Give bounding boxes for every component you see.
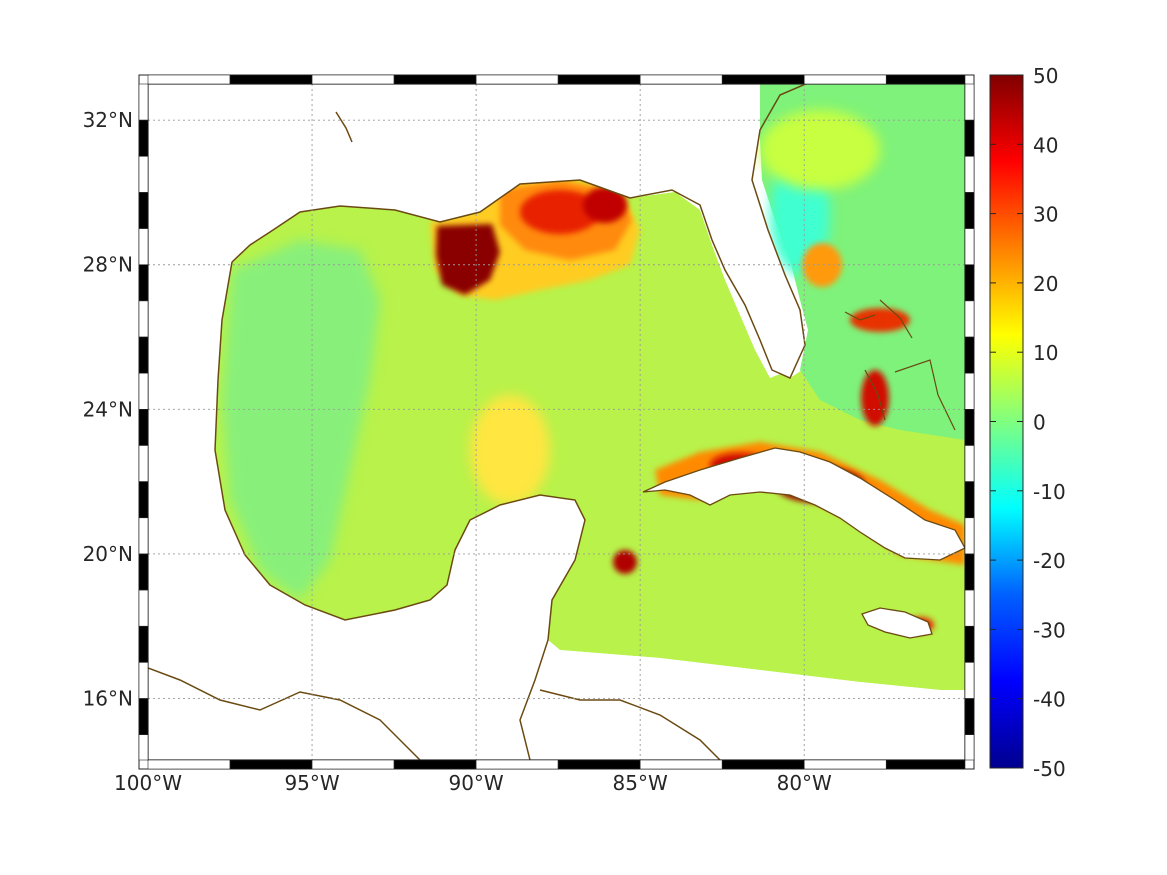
frame-segment [138,662,149,699]
jamaica-land [861,607,933,639]
lon-tick-label: 100°W [114,771,182,795]
lon-tick-label: 80°W [777,771,832,795]
frame-segment [803,74,887,85]
data-field [148,84,965,760]
frame-segment [964,589,975,627]
frame-segment [138,336,149,374]
colorbar-tick-label: 30 [1033,203,1058,227]
frame-segment [393,759,477,770]
colorbar-tick-label: -50 [1033,757,1066,781]
frame-segment [721,759,805,770]
lat-tick-label: 20°N [83,542,133,566]
frame-segment [138,119,149,157]
frame-segment [229,759,313,770]
frame-segment [138,409,149,446]
frame-segment [138,445,149,482]
frame-segment [557,74,641,85]
frame-segment [964,192,975,229]
mississippi-delta-hotspot [436,224,500,295]
frame-segment [138,300,149,338]
frame-segment [311,74,395,85]
colorbar-tick-label: 50 [1033,64,1058,88]
western-gulf-cool [222,240,380,600]
frame-segment [138,481,149,519]
lat-tick-label: 24°N [83,397,133,421]
frame-segment [557,759,641,770]
frame-segment [964,228,975,266]
frame-segment [964,481,975,519]
frame-segment [964,300,975,338]
frame-segment [964,409,975,446]
colorbar-tick-label: -10 [1033,480,1066,504]
frame-segment [964,264,975,302]
colorbar-tick-label: -20 [1033,549,1066,573]
frame-segment [964,517,975,555]
colorbar-tick-label: 20 [1033,272,1058,296]
frame-segment [964,83,975,121]
colorbar-tick-label: 10 [1033,341,1058,365]
colorbar-tick-label: -30 [1033,618,1066,642]
frame-segment [138,553,149,591]
us-gulf-coast-land [148,84,965,760]
frame-segment [138,372,149,410]
frame-segment [138,625,149,663]
frame-segment [229,74,313,85]
frame-segment [964,445,975,482]
frame-segment [885,759,966,770]
frame-segment [964,662,975,699]
frame-ticks [138,74,975,770]
frame-segment [639,74,723,85]
lat-tick-label: 32°N [83,108,133,132]
frame-segment [964,553,975,591]
graticule [148,84,965,760]
bahamas-islands [844,299,956,431]
frame-segment [475,74,559,85]
lat-tick-label: 28°N [83,253,133,277]
frame-segment [964,372,975,410]
frame-segment [964,625,975,663]
frame-segment [964,336,975,374]
frame-segment [721,74,805,85]
frame-segment [964,698,975,735]
frame-segment [138,264,149,302]
frame-segment [885,74,966,85]
lon-tick-label: 85°W [613,771,668,795]
frame-segment [964,734,975,761]
colorbar-tick-label: 40 [1033,133,1058,157]
frame-segment [138,155,149,193]
lat-tick-label: 16°N [83,687,133,711]
campeche-bank [470,395,550,505]
bahamas-banks [861,370,889,426]
frame-segment [311,759,395,770]
frame-segment [639,759,723,770]
axis-labels: 32°N 28°N 24°N 20°N 16°N 100°W 95°W 90°W 85°W 80°… [83,108,832,795]
frame-segment [138,83,149,121]
frame-segment [138,228,149,266]
frame-segment [138,192,149,229]
lon-tick-label: 95°W [284,771,339,795]
colorbar-ticks: 50 40 30 20 10 0 -10 -20 -30 -40 -50 [990,64,1066,781]
frame-segment [138,698,149,735]
frame-segment [393,74,477,85]
colorbar-tick-label: -40 [1033,688,1066,712]
frame-segment [138,734,149,761]
lon-tick-label: 90°W [448,771,503,795]
frame-segment [803,759,887,770]
frame-segment [964,155,975,193]
cuba-land [642,447,965,561]
frame-segment [475,759,559,770]
frame-segment [138,589,149,627]
gulf-water [215,180,965,690]
frame-segment [147,74,231,85]
frame-segment [147,759,231,770]
frame-segment [138,517,149,555]
frame-segment [964,119,975,157]
colorbar-tick-label: 0 [1033,411,1046,435]
